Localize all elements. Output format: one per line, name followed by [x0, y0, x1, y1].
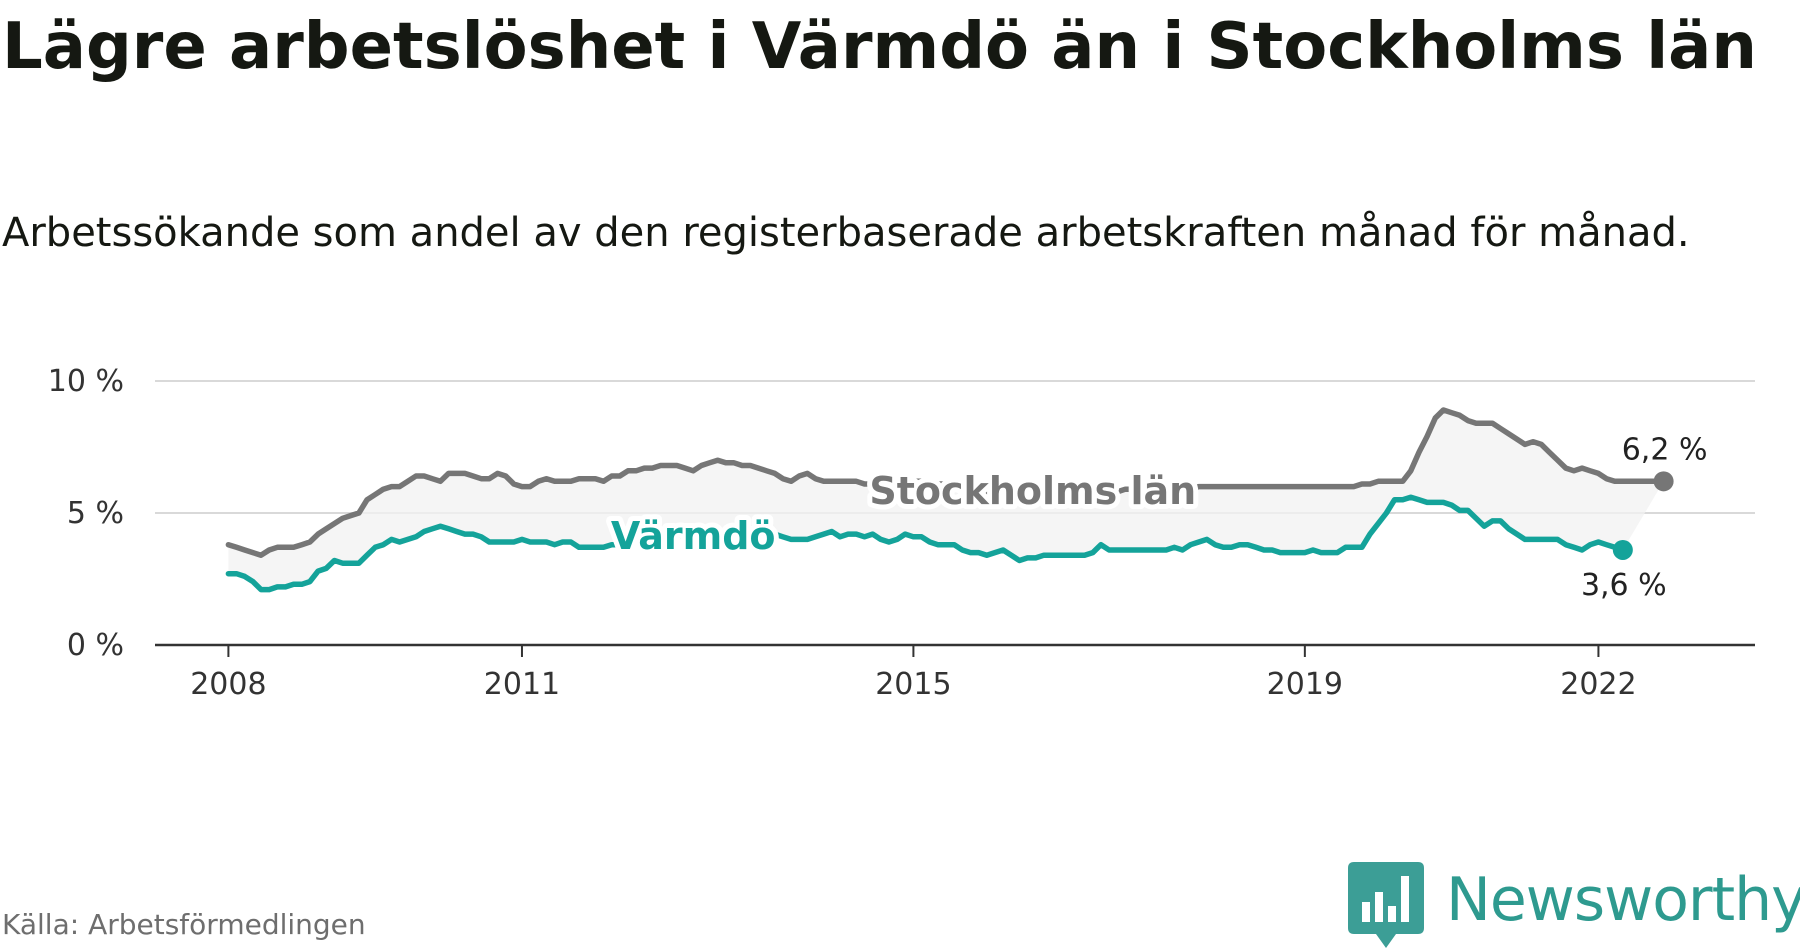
x-tick-label: 2008: [190, 667, 266, 702]
series-label: Stockholms län: [869, 469, 1196, 513]
x-axis: 2008 2011 2015 2019 2022: [155, 643, 1755, 702]
x-tick-label: 2011: [484, 667, 560, 702]
newsworthy-logo-icon: [1348, 862, 1424, 948]
y-tick-label: 10 %: [48, 364, 124, 399]
end-point-marker: [1612, 539, 1633, 560]
line-chart: 0 % 5 % 10 % 2008 2011 2015 2019 2022 Stockhol…: [48, 364, 1755, 702]
series-line-varmdo: [225, 494, 1626, 593]
x-tick-label: 2022: [1560, 667, 1636, 702]
x-tick-label: 2015: [875, 667, 951, 702]
end-point-marker: [1653, 471, 1674, 492]
end-value-label: 6,2 %: [1622, 432, 1708, 467]
chart-subtitle: Arbetssökande som andel av den registerb…: [2, 210, 1690, 256]
page-title: Lägre arbetslöshet i Värmdö än i Stockho…: [2, 10, 1757, 84]
x-tick-label: 2019: [1267, 667, 1343, 702]
y-tick-label: 5 %: [67, 496, 124, 531]
end-value-label: 3,6 %: [1581, 568, 1667, 603]
y-tick-label: 0 %: [67, 628, 124, 663]
series-lines: [225, 407, 1674, 593]
series-labels: Stockholms län Värmdö 6,2 % 3,6 %: [606, 429, 1711, 606]
source-note: Källa: Arbetsförmedlingen: [2, 908, 366, 941]
brand-name: Newsworthy: [1446, 865, 1800, 935]
series-label: Värmdö: [611, 514, 776, 558]
series-line-stockholms-lan: [225, 407, 1667, 558]
